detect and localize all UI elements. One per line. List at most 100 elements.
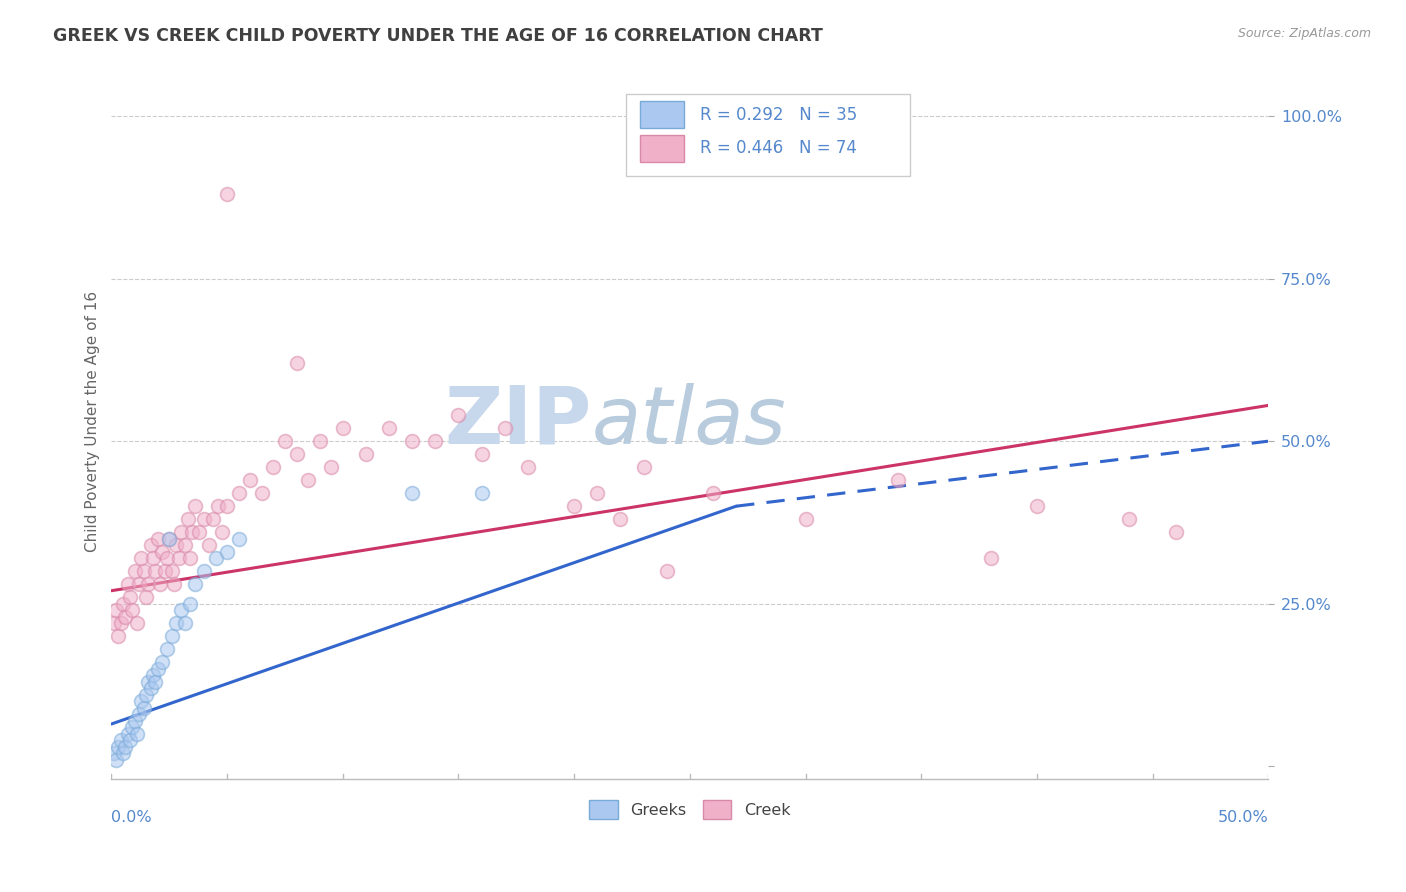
Point <box>114 739 136 754</box>
Point <box>118 591 141 605</box>
Point <box>1164 525 1187 540</box>
Point <box>138 674 160 689</box>
Point <box>378 421 401 435</box>
Point <box>149 577 172 591</box>
Point <box>1118 512 1140 526</box>
Point <box>354 447 377 461</box>
Point <box>142 668 165 682</box>
Point <box>156 551 179 566</box>
FancyBboxPatch shape <box>626 94 910 177</box>
Point <box>794 512 817 526</box>
Text: GREEK VS CREEK CHILD POVERTY UNDER THE AGE OF 16 CORRELATION CHART: GREEK VS CREEK CHILD POVERTY UNDER THE A… <box>53 27 824 45</box>
Point <box>204 551 226 566</box>
Point <box>117 727 139 741</box>
Point <box>125 616 148 631</box>
Text: 50.0%: 50.0% <box>1218 810 1268 825</box>
Point <box>125 727 148 741</box>
Point <box>321 460 343 475</box>
Point <box>128 577 150 591</box>
Text: R = 0.446   N = 74: R = 0.446 N = 74 <box>700 139 858 158</box>
Y-axis label: Child Poverty Under the Age of 16: Child Poverty Under the Age of 16 <box>86 291 100 552</box>
Point <box>217 187 239 202</box>
Point <box>160 564 183 578</box>
Point <box>274 434 297 449</box>
Point <box>239 473 262 487</box>
Point <box>297 473 319 487</box>
Point <box>1025 499 1047 513</box>
Point <box>177 512 200 526</box>
Point <box>103 746 125 760</box>
Point <box>702 486 724 500</box>
Point <box>332 421 354 435</box>
Point <box>153 564 176 578</box>
Point <box>157 532 180 546</box>
Point <box>401 434 423 449</box>
Point <box>193 564 215 578</box>
Point <box>150 655 173 669</box>
Point <box>146 662 169 676</box>
Legend: Greeks, Creek: Greeks, Creek <box>582 794 797 825</box>
Point <box>105 753 128 767</box>
Point <box>131 551 153 566</box>
Text: atlas: atlas <box>592 383 786 460</box>
Point <box>139 681 162 696</box>
FancyBboxPatch shape <box>640 102 685 128</box>
Point <box>138 577 160 591</box>
Point <box>425 434 447 449</box>
Point <box>228 486 250 500</box>
Point <box>197 538 219 552</box>
Point <box>135 591 157 605</box>
Point <box>447 408 470 422</box>
Point <box>114 609 136 624</box>
Point <box>146 532 169 546</box>
FancyBboxPatch shape <box>640 135 685 162</box>
Point <box>188 525 211 540</box>
Point <box>121 720 143 734</box>
Point <box>516 460 538 475</box>
Point <box>308 434 330 449</box>
Point <box>156 642 179 657</box>
Point <box>228 532 250 546</box>
Point <box>131 694 153 708</box>
Text: 0.0%: 0.0% <box>111 810 152 825</box>
Point <box>145 564 167 578</box>
Point <box>471 447 494 461</box>
Point <box>193 512 215 526</box>
Point <box>181 525 204 540</box>
Point <box>135 688 157 702</box>
Point <box>145 674 167 689</box>
Point <box>111 746 134 760</box>
Text: ZIP: ZIP <box>444 383 592 460</box>
Point <box>107 629 129 643</box>
Point <box>132 700 155 714</box>
Point <box>207 499 229 513</box>
Point <box>401 486 423 500</box>
Point <box>183 577 205 591</box>
Point <box>121 603 143 617</box>
Point <box>165 538 187 552</box>
Point <box>217 545 239 559</box>
Point <box>124 714 146 728</box>
Point <box>128 707 150 722</box>
Point <box>202 512 225 526</box>
Point <box>170 525 193 540</box>
Point <box>110 733 132 747</box>
Point <box>107 739 129 754</box>
Point <box>562 499 585 513</box>
Point <box>124 564 146 578</box>
Point <box>117 577 139 591</box>
Text: R = 0.292   N = 35: R = 0.292 N = 35 <box>700 106 858 124</box>
Text: Source: ZipAtlas.com: Source: ZipAtlas.com <box>1237 27 1371 40</box>
Point <box>179 597 201 611</box>
Point <box>157 532 180 546</box>
Point <box>170 603 193 617</box>
Point <box>471 486 494 500</box>
Point <box>285 447 308 461</box>
Point <box>160 629 183 643</box>
Point <box>211 525 233 540</box>
Point <box>655 564 678 578</box>
Point <box>980 551 1002 566</box>
Point <box>167 551 190 566</box>
Point <box>174 616 197 631</box>
Point <box>285 356 308 370</box>
